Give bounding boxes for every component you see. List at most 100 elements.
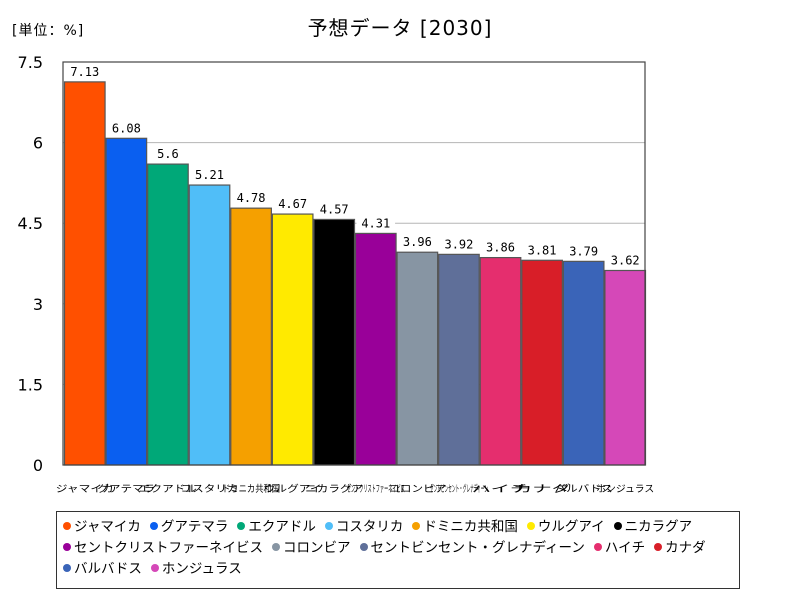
value-label-box — [190, 167, 229, 184]
value-label-box — [356, 215, 396, 232]
y-tick-label: 4.5 — [18, 214, 43, 233]
x-tick-label: ウルグアイ — [264, 483, 322, 495]
legend-label: コロンビア — [283, 540, 351, 556]
value-label-box — [273, 196, 312, 213]
bar-chart: 0 1.5 3 4.5 6 7.5 7.13 ジャマイカ 6.08 グアテマラ 5.6 エクアドル 5.… — [18, 53, 655, 495]
legend-swatch — [613, 522, 622, 530]
value-label-box — [65, 63, 105, 80]
value-label: 6.08 — [112, 121, 141, 135]
legend-item: ドミニカ共和国 — [412, 517, 518, 538]
legend-swatch — [63, 564, 71, 572]
chart-title: 予想データ [2030] — [307, 16, 493, 40]
legend-item: グアテマラ — [149, 517, 229, 538]
bar — [188, 184, 231, 466]
legend-item: セントビンセント・グレナディーン — [359, 538, 585, 559]
x-tick-label: ドミニカ共和国 — [222, 484, 280, 495]
chart-legend: ジャマイカ グアテマラ エクアドル コスタリカ ドミニカ共和国 ウルグアイ ニカラグアセント… — [56, 511, 740, 589]
value-label-box — [398, 234, 437, 251]
value-label: 3.79 — [569, 244, 598, 258]
plot-frame — [62, 61, 646, 466]
value-label: 3.62 — [611, 253, 640, 267]
value-label-box — [148, 146, 188, 163]
legend-swatch — [324, 522, 333, 530]
x-tick-label: バルバドス — [555, 484, 613, 495]
legend-item: ハイチ — [593, 538, 646, 559]
x-tick-label: カナダ — [513, 483, 572, 495]
legend-item: ジャマイカ — [63, 517, 141, 538]
x-tick-label: コロンビア — [388, 484, 446, 495]
legend-swatch — [593, 543, 602, 551]
value-label: 5.6 — [157, 147, 179, 161]
legend-label: グアテマラ — [160, 519, 229, 535]
bar — [147, 163, 189, 466]
bar — [562, 260, 605, 466]
bar — [438, 253, 480, 466]
legend-label: ホンジュラス — [161, 561, 242, 577]
legend-swatch — [63, 543, 71, 551]
legend-label: ジャマイカ — [74, 519, 141, 535]
value-label-box — [314, 201, 354, 218]
bar — [604, 269, 647, 466]
value-label-box — [564, 243, 603, 260]
legend-label: セントクリストファーネイビス — [74, 540, 263, 556]
value-label: 3.81 — [528, 243, 557, 257]
bar — [105, 137, 148, 466]
legend-label: ハイチ — [604, 540, 646, 556]
y-tick-label: 6 — [33, 134, 43, 153]
value-label-box — [522, 242, 562, 259]
value-label: 4.67 — [278, 197, 307, 211]
bar — [479, 256, 522, 466]
value-label: 7.13 — [70, 65, 99, 79]
y-tick-label: 7.5 — [18, 53, 43, 72]
value-label-box — [605, 252, 645, 269]
y-tick-label: 3 — [33, 295, 43, 314]
x-tick-label: セントクリストファーネイビス — [347, 484, 405, 495]
y-tick-label: 0 — [33, 456, 43, 475]
legend-label: バルバドス — [74, 561, 142, 577]
value-label-box — [481, 239, 520, 256]
bar — [354, 232, 397, 466]
value-label: 3.96 — [403, 235, 432, 249]
legend-swatch — [359, 543, 368, 551]
bar — [63, 81, 106, 466]
bar — [396, 251, 439, 466]
legend-swatch — [149, 522, 158, 530]
legend-label: ドミニカ共和国 — [423, 519, 518, 535]
legend-swatch — [63, 522, 71, 530]
y-tick-label: 1.5 — [18, 375, 43, 394]
x-tick-label: ニカラグア — [305, 483, 363, 495]
legend-item: セントクリストファーネイビス — [63, 538, 263, 559]
legend-item: コロンビア — [272, 538, 351, 559]
value-label-box — [439, 236, 479, 253]
bar — [230, 207, 272, 466]
x-tick-label: ジャマイカ — [56, 484, 114, 495]
legend-label: エクアドル — [248, 519, 316, 535]
legend-label: コスタリカ — [335, 519, 404, 535]
x-tick-label: ハイチ — [472, 484, 530, 495]
bar — [271, 213, 314, 466]
legend-item: コスタリカ — [324, 517, 404, 538]
value-label: 4.31 — [361, 216, 390, 230]
x-tick-label: エクアドル — [139, 484, 198, 495]
bar — [521, 259, 563, 466]
legend-label: ウルグアイ — [537, 519, 605, 535]
value-label-box — [231, 190, 271, 207]
value-label: 4.57 — [320, 202, 349, 216]
value-label-box — [107, 120, 146, 137]
x-tick-label: セントビンセント・グレナディーン — [430, 483, 488, 495]
x-tick-label: コスタリカ — [181, 484, 239, 495]
legend-item: カナダ — [654, 538, 706, 559]
legend-item: エクアドル — [237, 517, 316, 538]
legend-label: ニカラグア — [624, 519, 693, 535]
x-tick-label: グアテマラ — [97, 483, 155, 495]
legend-swatch — [526, 522, 535, 530]
legend-label: カナダ — [665, 540, 706, 556]
legend-swatch — [237, 522, 246, 530]
legend-swatch — [654, 543, 663, 551]
legend-item: ホンジュラス — [150, 559, 242, 580]
unit-label: [単位：%] — [12, 23, 85, 39]
legend-item: ニカラグア — [613, 517, 693, 538]
legend-swatch — [272, 543, 280, 551]
legend-swatch — [150, 564, 159, 572]
x-tick-label: ホンジュラス — [596, 484, 654, 495]
